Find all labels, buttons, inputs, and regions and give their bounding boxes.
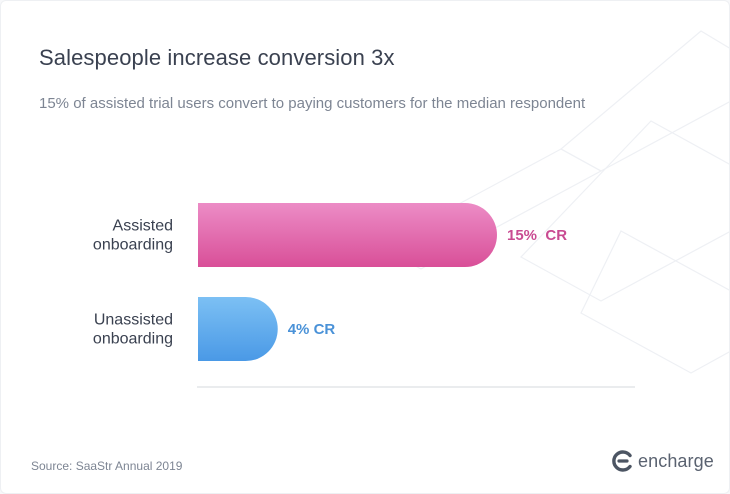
bar-unassisted [198, 297, 278, 361]
chart-subtitle: 15% of assisted trial users convert to p… [39, 95, 586, 112]
category-label-line: onboarding [93, 237, 173, 254]
chart-title: Salespeople increase conversion 3x [39, 45, 395, 70]
value-label: 15% CR [507, 227, 567, 244]
encharge-logo-icon [612, 450, 632, 472]
value-label: 4% CR [288, 321, 336, 338]
logo-text: encharge [638, 450, 714, 471]
encharge-logo: encharge [611, 449, 714, 473]
bar-assisted [198, 203, 497, 267]
category-label-line: onboarding [93, 331, 173, 348]
bar-chart: Assisted onboarding Unassisted onboarding 1… [93, 203, 635, 388]
category-label-line: Assisted [113, 218, 173, 235]
source-note: Source: SaaStr Annual 2019 [31, 459, 183, 473]
category-label-line: Unassisted [94, 312, 173, 329]
